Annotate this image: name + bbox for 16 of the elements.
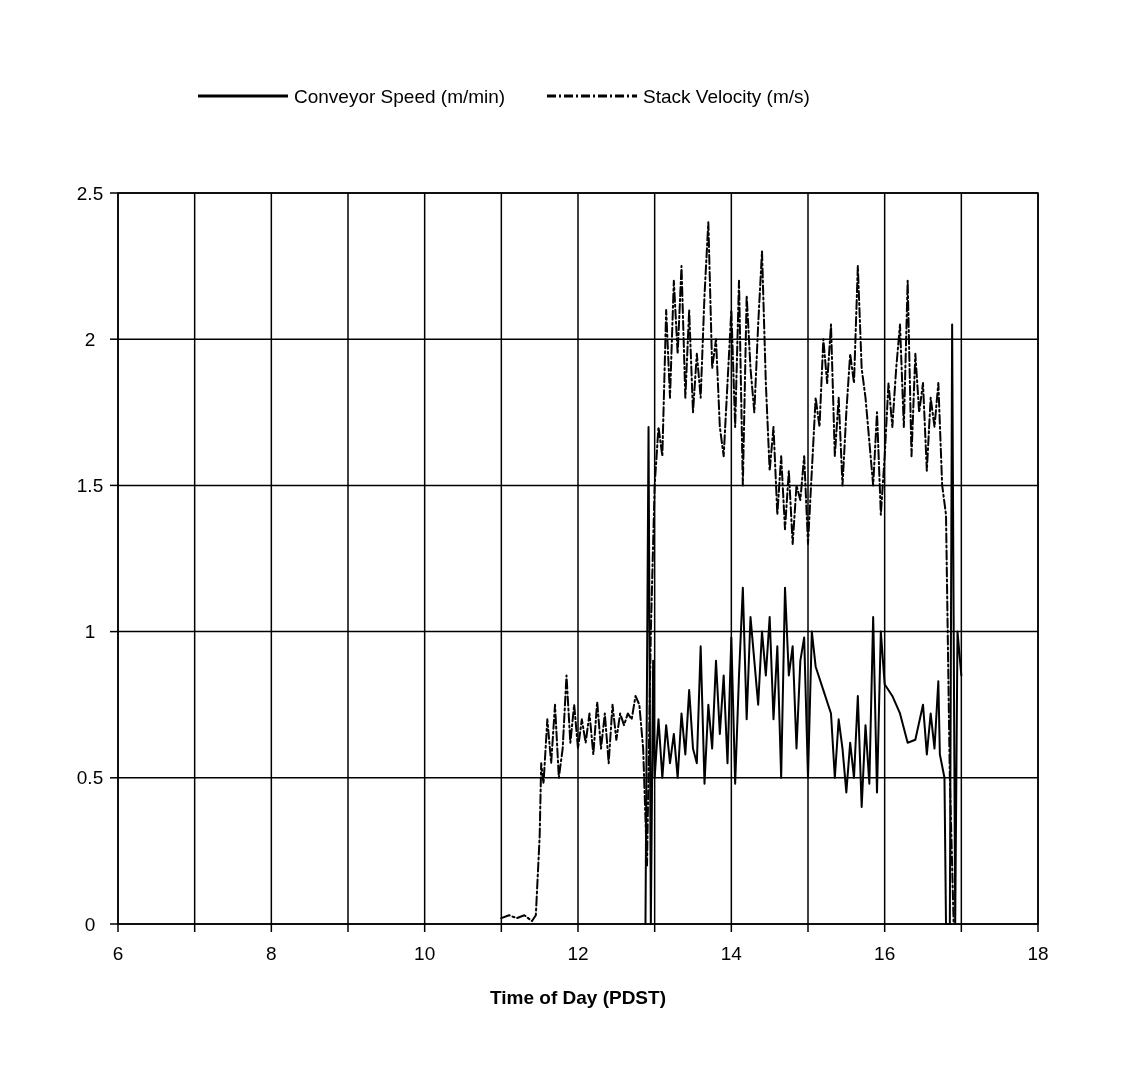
y-tick-label: 2.5 [76,182,104,204]
x-tick-label: 8 [266,943,277,964]
y-tick-label: 0 [84,913,96,935]
legend-label: Stack Velocity (m/s) [643,85,810,107]
y-tick-label: 1.5 [76,475,104,497]
x-tick-label: 18 [1027,943,1049,964]
x-tick-label: 12 [567,943,589,964]
legend-label: Conveyor Speed (m/min) [294,85,506,107]
x-tick-label: 6 [112,943,124,964]
y-tick-label: 0.5 [76,767,104,789]
x-tick-label: 14 [720,943,743,964]
y-tick-label: 1 [84,621,96,643]
x-axis-title: Time of Day (PDST) [490,987,666,1008]
x-tick-label: 10 [414,943,436,964]
x-tick-label: 16 [874,943,896,964]
y-tick-label: 2 [84,328,96,350]
